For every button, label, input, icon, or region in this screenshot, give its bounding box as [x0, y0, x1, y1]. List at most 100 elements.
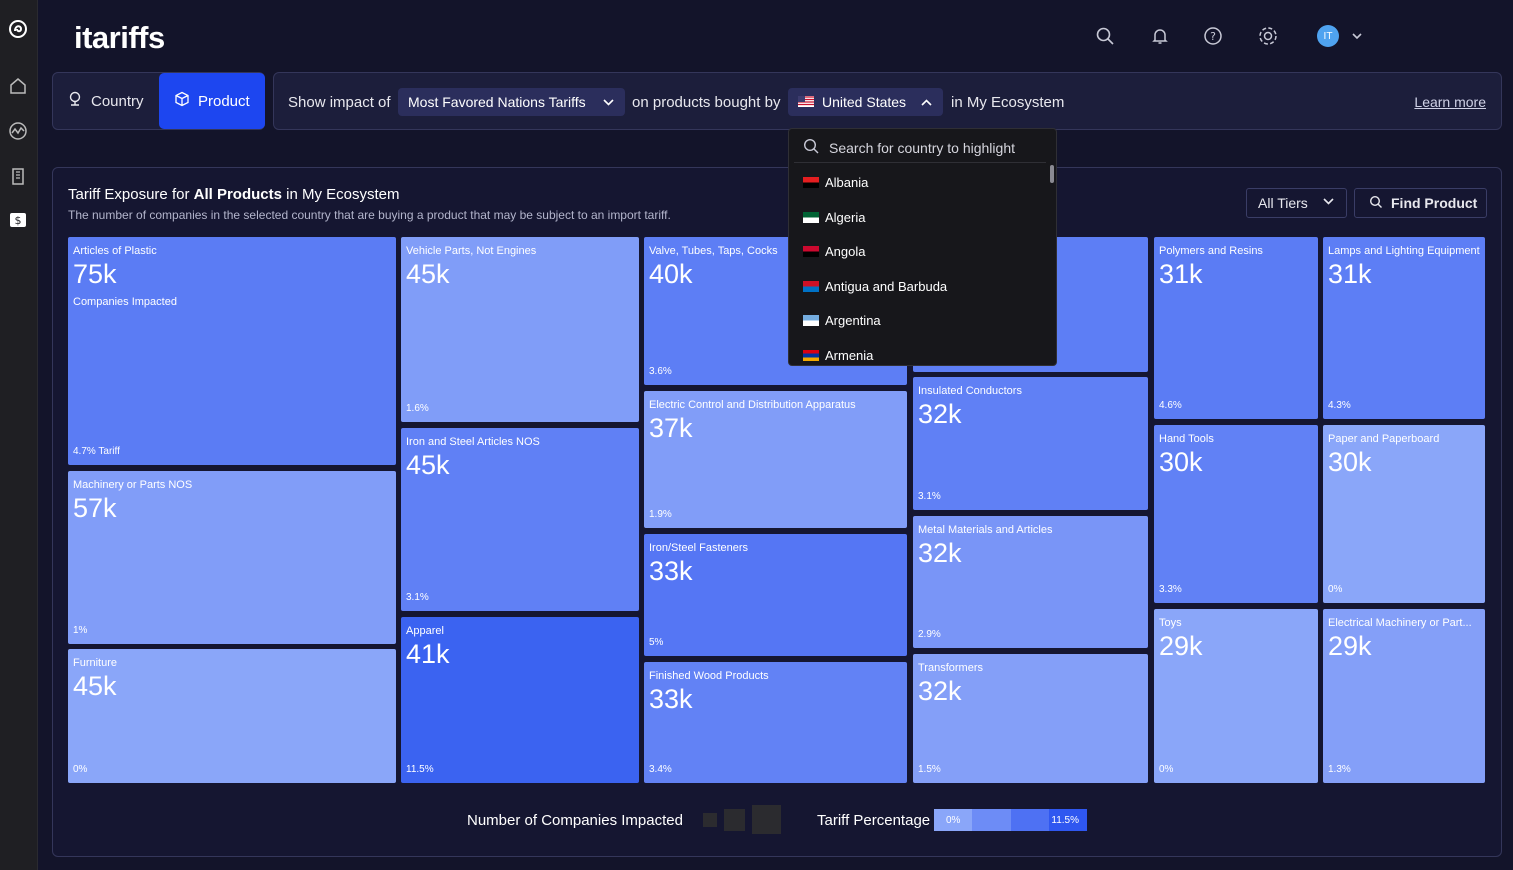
- bell-icon[interactable]: [1148, 24, 1172, 48]
- dollar-icon[interactable]: $: [7, 209, 29, 231]
- tile-tariff: 1.6%: [406, 403, 429, 414]
- tile-name: Valve, Tubes, Taps, Cocks: [649, 245, 778, 257]
- country-mode-label: Country: [91, 92, 144, 110]
- country-option[interactable]: Antigua and Barbuda: [803, 279, 947, 294]
- tile-tariff: 5%: [649, 637, 664, 648]
- tariff-min-label: 0%: [946, 815, 961, 826]
- gradient-step-3: [1010, 809, 1049, 831]
- tile-tariff: 4.6%: [1159, 400, 1182, 411]
- treemap-tile[interactable]: Electrical Machinery or Part... 29k 1.3%: [1323, 609, 1485, 783]
- product-mode-button[interactable]: Product: [159, 73, 265, 129]
- tile-tariff: 3.6%: [649, 366, 672, 377]
- box-icon: [174, 91, 190, 111]
- avatar[interactable]: IT: [1317, 25, 1339, 47]
- tile-tariff: 0%: [1328, 584, 1343, 595]
- treemap-tile[interactable]: Transformers 32k 1.5%: [913, 654, 1148, 783]
- treemap-tile[interactable]: Hand Tools 30k 3.3%: [1154, 425, 1318, 603]
- country-option-label: Albania: [825, 175, 869, 190]
- country-option[interactable]: Angola: [803, 244, 865, 259]
- panel-subtitle: The number of companies in the selected …: [68, 208, 671, 222]
- tile-subtitle: Companies Impacted: [73, 296, 177, 308]
- treemap-tile[interactable]: Electric Control and Distribution Appara…: [644, 391, 907, 528]
- country-option-label: Armenia: [825, 348, 874, 363]
- panel-title-post: in My Ecosystem: [281, 186, 400, 203]
- search-icon: [803, 138, 819, 157]
- search-icon[interactable]: [1093, 24, 1117, 48]
- left-rail: $: [0, 0, 38, 870]
- filter-suffix: in My Ecosystem: [951, 94, 1065, 111]
- svg-text:?: ?: [1210, 30, 1216, 43]
- flag-icon: [803, 350, 819, 361]
- treemap-tile[interactable]: Lamps and Lighting Equipment 31k 4.3%: [1323, 237, 1485, 419]
- treemap-tile[interactable]: Iron and Steel Articles NOS 45k 3.1%: [401, 428, 639, 611]
- treemap-tile[interactable]: Iron/Steel Fasteners 33k 5%: [644, 534, 907, 656]
- treemap-tile[interactable]: Finished Wood Products 33k 3.4%: [644, 662, 907, 783]
- gradient-step-1: [934, 809, 973, 831]
- home-icon[interactable]: [7, 75, 29, 97]
- legend-size-medium: [724, 809, 745, 831]
- tile-name: Vehicle Parts, Not Engines: [406, 245, 537, 257]
- tile-value: 33k: [649, 556, 693, 586]
- legend-size-small: [703, 813, 717, 827]
- building-icon[interactable]: [7, 165, 29, 187]
- tile-tariff: 3.3%: [1159, 584, 1182, 595]
- learn-more-link[interactable]: Learn more: [1414, 94, 1486, 110]
- treemap-tile[interactable]: Furniture 45k 0%: [68, 649, 396, 783]
- tile-value: 41k: [406, 639, 450, 669]
- treemap-tile[interactable]: Machinery or Parts NOS 57k 1%: [68, 471, 396, 644]
- treemap-tile[interactable]: Toys 29k 0%: [1154, 609, 1318, 783]
- tile-tariff: 1%: [73, 625, 88, 636]
- gear-icon[interactable]: [1256, 24, 1280, 48]
- brand-icon[interactable]: [7, 18, 29, 40]
- country-option[interactable]: Albania: [803, 175, 868, 190]
- tile-tariff: 4.3%: [1328, 400, 1351, 411]
- country-option[interactable]: Argentina: [803, 313, 881, 328]
- treemap-tile[interactable]: Vehicle Parts, Not Engines 45k 1.6%: [401, 237, 639, 422]
- tile-tariff: 1.3%: [1328, 764, 1351, 775]
- chevron-up-icon: [920, 96, 933, 112]
- country-option-label: Algeria: [825, 209, 866, 225]
- tile-name: Finished Wood Products: [649, 670, 769, 682]
- country-option-label: Angola: [825, 244, 866, 260]
- country-dropdown[interactable]: United States: [788, 88, 943, 116]
- find-product-label: Find Product: [1391, 195, 1478, 211]
- tiers-value: All Tiers: [1258, 195, 1308, 211]
- tile-value: 30k: [1328, 447, 1372, 477]
- panel-title-bold: All Products: [193, 186, 282, 203]
- tiers-dropdown[interactable]: All Tiers: [1246, 188, 1347, 218]
- find-product-button[interactable]: Find Product: [1354, 188, 1487, 218]
- treemap-tile[interactable]: Metal Materials and Articles 32k 2.9%: [913, 516, 1148, 648]
- tile-value: 32k: [918, 399, 962, 429]
- tile-value: 45k: [406, 450, 450, 480]
- tile-tariff: 3.1%: [918, 491, 941, 502]
- country-search-input[interactable]: Search for country to highlight: [794, 133, 1046, 163]
- treemap-tile[interactable]: Insulated Conductors 32k 3.1%: [913, 377, 1148, 510]
- chevron-down-icon[interactable]: [1346, 24, 1368, 48]
- tile-name: Paper and Paperboard: [1328, 433, 1440, 445]
- app-logo: itariffs: [74, 20, 165, 55]
- flag-icon: [803, 177, 819, 188]
- tile-name: Metal Materials and Articles: [918, 524, 1053, 536]
- menu-scrollbar[interactable]: [1050, 165, 1054, 183]
- country-option[interactable]: Armenia: [803, 348, 873, 363]
- search-icon: [1369, 195, 1383, 212]
- panel-title-pre: Tariff Exposure for: [68, 186, 194, 203]
- tariff-type-dropdown[interactable]: Most Favored Nations Tariffs: [398, 88, 625, 116]
- flag-icon: [803, 246, 819, 258]
- activity-icon[interactable]: [7, 120, 29, 142]
- help-icon[interactable]: ?: [1201, 24, 1225, 48]
- treemap-tile[interactable]: Polymers and Resins 31k 4.6%: [1154, 237, 1318, 419]
- gradient-step-2: [972, 809, 1011, 831]
- country-mode-button[interactable]: Country: [67, 73, 144, 129]
- country-option[interactable]: Algeria: [803, 210, 865, 225]
- globe-pin-icon: [67, 91, 83, 111]
- treemap-tile[interactable]: Apparel 41k 11.5%: [401, 617, 639, 783]
- tile-name: Iron and Steel Articles NOS: [406, 436, 540, 448]
- country-option-label: Antigua and Barbuda: [825, 278, 948, 294]
- treemap-tile[interactable]: Articles of Plastic 75k Companies Impacted…: [68, 237, 396, 465]
- tile-value: 31k: [1328, 259, 1372, 289]
- chevron-down-icon: [602, 96, 615, 112]
- tile-value: 31k: [1159, 259, 1203, 289]
- country-value: United States: [822, 94, 907, 110]
- treemap-tile[interactable]: Paper and Paperboard 30k 0%: [1323, 425, 1485, 603]
